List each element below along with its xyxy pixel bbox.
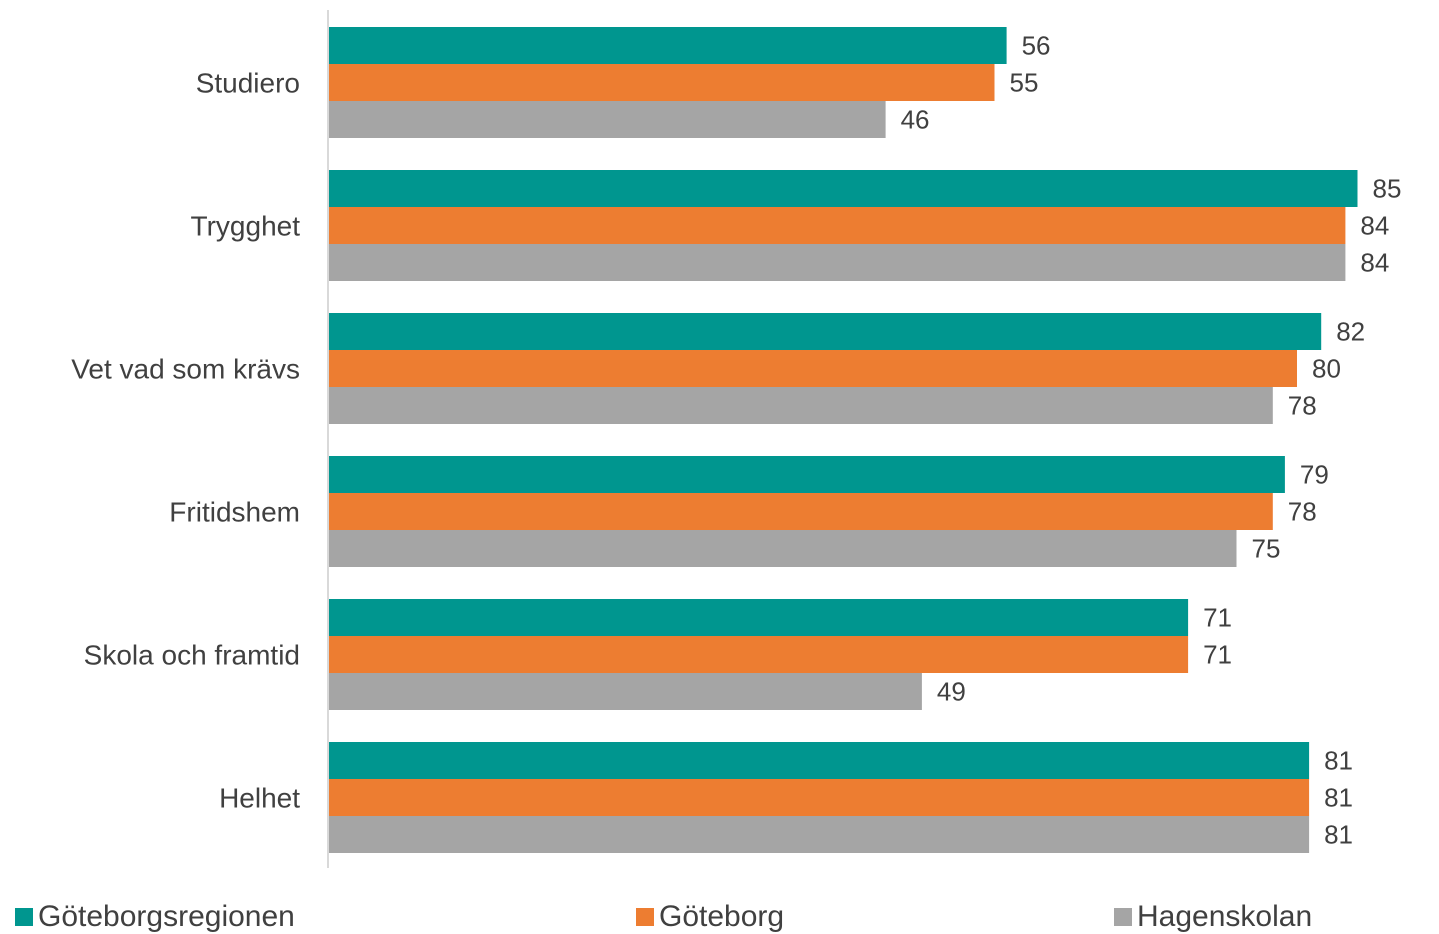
data-label-vet-vad-som-kravs-goteborg: 80 <box>1312 354 1341 384</box>
data-label-vet-vad-som-kravs-hagenskolan: 78 <box>1288 391 1317 421</box>
category-labels-group: Studiero Trygghet Vet vad som krävs Fritids… <box>71 68 300 814</box>
data-label-fritidshem-goteborgsregionen: 79 <box>1300 460 1329 490</box>
category-label-skola-och-framtid: Skola och framtid <box>84 640 300 671</box>
legend-item-hagenskolan: Hagenskolan <box>1114 900 1312 934</box>
bar-trygghet-goteborgsregionen <box>329 170 1358 207</box>
data-label-trygghet-goteborg: 84 <box>1360 211 1389 241</box>
data-label-fritidshem-hagenskolan: 75 <box>1252 534 1281 564</box>
bar-studiero-goteborgsregionen <box>329 27 1007 64</box>
data-label-helhet-goteborgsregionen: 81 <box>1324 746 1353 776</box>
data-label-trygghet-hagenskolan: 84 <box>1360 248 1389 278</box>
bar-fritidshem-goteborg <box>329 493 1273 530</box>
data-label-studiero-hagenskolan: 46 <box>901 105 930 135</box>
legend-swatch-goteborg <box>636 908 654 926</box>
bar-skola-och-framtid-goteborgsregionen <box>329 599 1189 636</box>
bar-chart: Studiero Trygghet Vet vad som krävs Fritids… <box>71 10 1402 868</box>
data-label-trygghet-goteborgsregionen: 85 <box>1373 174 1402 204</box>
data-label-studiero-goteborgsregionen: 56 <box>1022 31 1051 61</box>
data-label-helhet-hagenskolan: 81 <box>1324 820 1353 850</box>
legend-label-goteborgsregionen: Göteborgsregionen <box>38 900 295 933</box>
data-label-fritidshem-goteborg: 78 <box>1288 497 1317 527</box>
data-label-skola-och-framtid-hagenskolan: 49 <box>937 677 966 707</box>
category-label-trygghet: Trygghet <box>191 211 301 242</box>
legend-label-goteborg: Göteborg <box>659 900 785 933</box>
data-label-skola-och-framtid-goteborg: 71 <box>1203 640 1232 670</box>
bar-vet-vad-som-kravs-goteborgsregionen <box>329 313 1322 350</box>
category-label-helhet: Helhet <box>219 783 300 814</box>
bar-helhet-goteborg <box>329 779 1310 816</box>
bar-trygghet-goteborg <box>329 207 1346 244</box>
data-label-studiero-goteborg: 55 <box>1010 68 1039 98</box>
bars-group <box>329 27 1358 853</box>
bar-fritidshem-goteborgsregionen <box>329 456 1285 493</box>
bar-studiero-goteborg <box>329 64 995 101</box>
data-label-helhet-goteborg: 81 <box>1324 783 1353 813</box>
bar-fritidshem-hagenskolan <box>329 530 1237 567</box>
bar-helhet-hagenskolan <box>329 816 1310 853</box>
data-label-vet-vad-som-kravs-goteborgsregionen: 82 <box>1336 317 1365 347</box>
legend-label-hagenskolan: Hagenskolan <box>1137 900 1313 933</box>
bar-studiero-hagenskolan <box>329 101 886 138</box>
category-label-fritidshem: Fritidshem <box>169 497 300 528</box>
bar-skola-och-framtid-goteborg <box>329 636 1189 673</box>
category-label-studiero: Studiero <box>196 68 300 99</box>
bar-skola-och-framtid-hagenskolan <box>329 673 922 710</box>
category-label-vet-vad-som-kravs: Vet vad som krävs <box>71 354 300 385</box>
bar-vet-vad-som-kravs-hagenskolan <box>329 387 1273 424</box>
legend: Göteborgsregionen Göteborg Hagenskolan <box>0 898 1439 933</box>
bar-trygghet-hagenskolan <box>329 244 1346 281</box>
bar-helhet-goteborgsregionen <box>329 742 1310 779</box>
legend-item-goteborgsregionen: Göteborgsregionen <box>15 900 295 934</box>
legend-item-goteborg: Göteborg <box>636 900 784 934</box>
legend-swatch-hagenskolan <box>1114 908 1132 926</box>
legend-swatch-goteborgsregionen <box>15 908 33 926</box>
data-label-skola-och-framtid-goteborgsregionen: 71 <box>1203 603 1232 633</box>
bar-vet-vad-som-kravs-goteborg <box>329 350 1297 387</box>
